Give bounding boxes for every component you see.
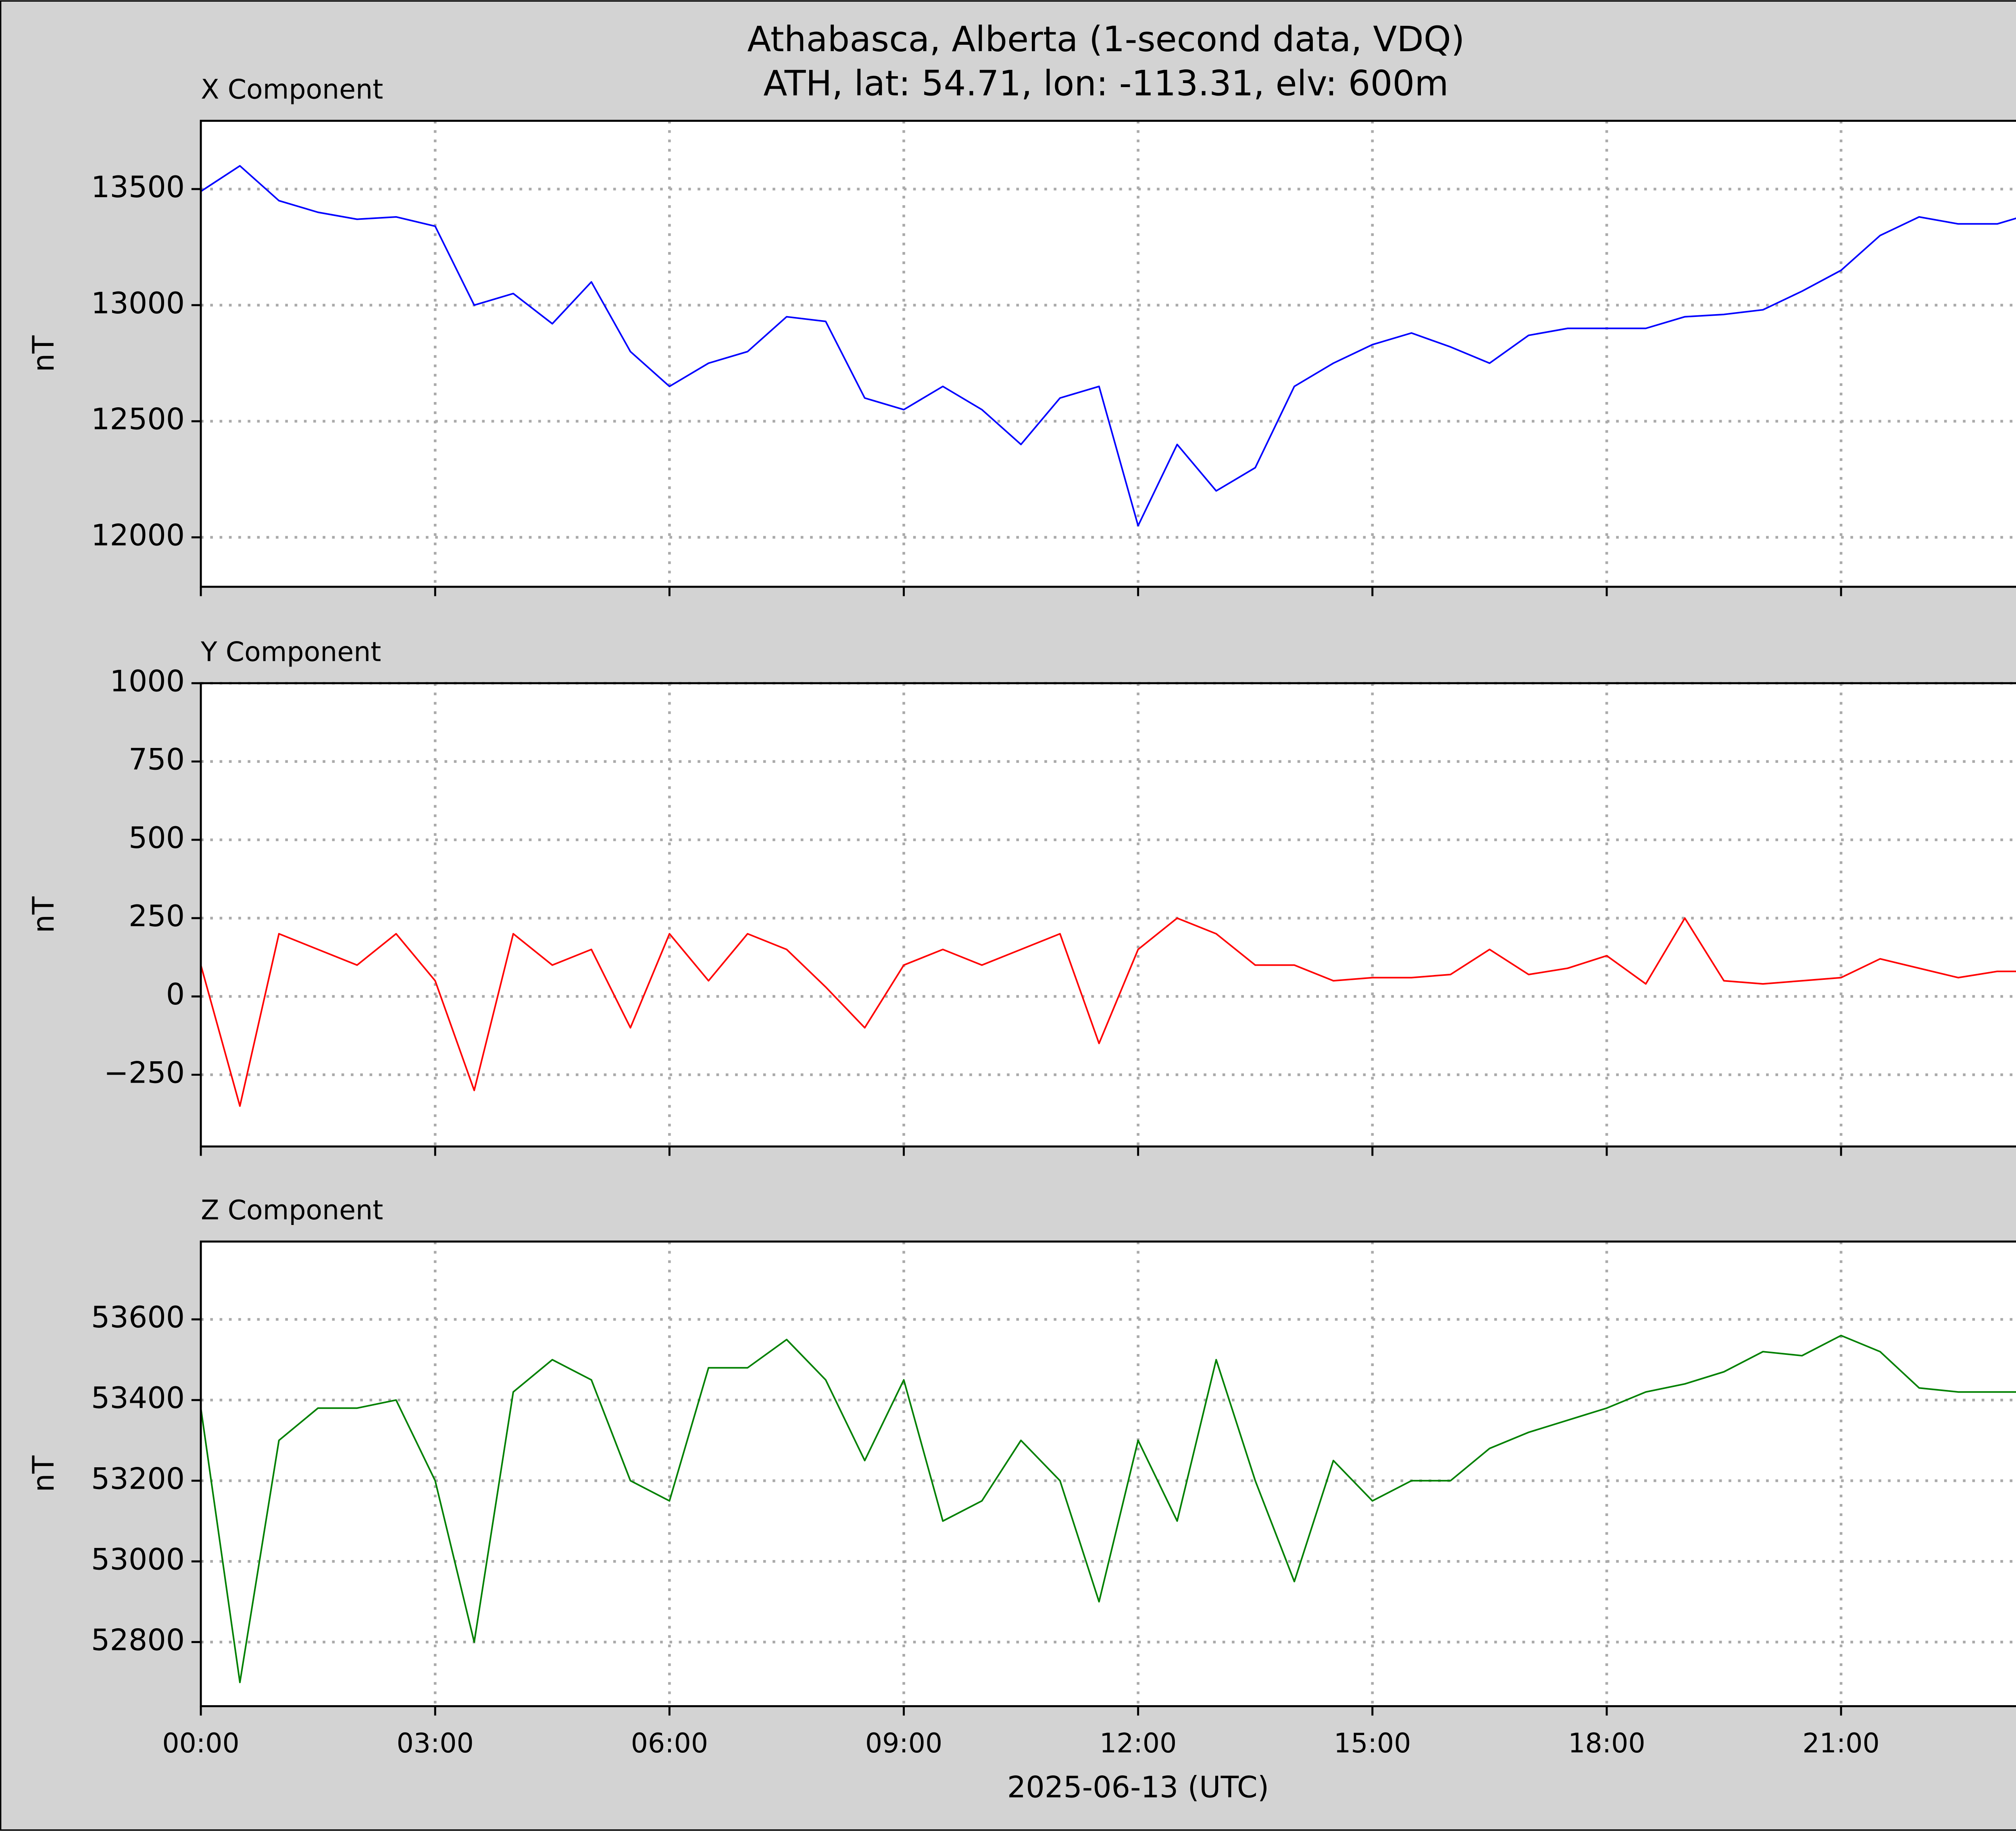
y-tick-label: 52800 [91,1623,185,1657]
x-axis-label: 2025-06-13 (UTC) [1007,1770,1269,1804]
y-tick-label: 53200 [91,1462,185,1496]
y-tick-label: 1000 [110,664,185,698]
plot-area [201,683,2016,1147]
y-tick-label: 13000 [91,286,185,321]
y-tick-label: 53600 [91,1300,185,1335]
x-tick-label: 18:00 [1568,1727,1645,1759]
y-tick-label: 0 [166,977,185,1012]
y-tick-label: 53000 [91,1542,185,1577]
data-line [200,917,2016,1107]
data-line [200,1335,2016,1683]
x-tick-label: 00:00 [162,1727,239,1759]
plot-area [201,121,2016,587]
x-tick-label: 03:00 [397,1727,474,1759]
figure-title: Athabasca, Alberta (1-second data, VDQ) [747,19,1464,60]
plot-frame [200,120,2016,588]
y-tick-label: 250 [129,899,185,933]
x-tick-label: 12:00 [1100,1727,1177,1759]
x-tick-label: 21:00 [1802,1727,1879,1759]
plot-frame [200,1240,2016,1707]
y-axis-label: nT [27,1455,61,1492]
y-tick-label: 500 [129,821,185,855]
y-tick-label: 13500 [91,170,185,204]
data-line [200,165,2016,527]
y-tick-label: 12000 [91,519,185,553]
panel-title: Y Component [200,636,381,667]
y-tick-label: 750 [129,743,185,777]
plot-frame [200,682,2016,1148]
y-tick-label: 53400 [91,1381,185,1415]
panel-title: X Component [201,74,383,105]
x-tick-label: 09:00 [865,1727,942,1759]
y-axis-label: nT [27,896,61,933]
x-tick-label: 06:00 [631,1727,708,1759]
figure-subtitle: ATH, lat: 54.71, lon: -113.31, elv: 600m [763,64,1448,104]
panel-title: Z Component [201,1194,383,1226]
x-tick-label: 15:00 [1334,1727,1411,1759]
y-axis-label: nT [27,335,61,372]
y-tick-label: 12500 [91,402,185,437]
y-tick-label: −250 [104,1056,185,1090]
